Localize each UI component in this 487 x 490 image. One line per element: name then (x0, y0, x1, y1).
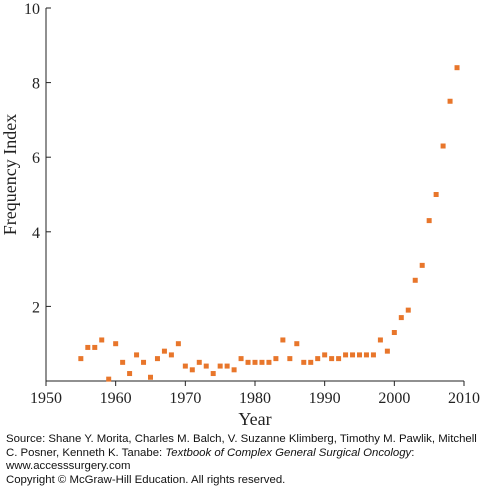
data-point (433, 192, 439, 197)
book-title: Textbook of Complex General Surgical Onc… (165, 446, 412, 459)
x-tick-label: 2000 (378, 390, 410, 407)
data-point (168, 352, 174, 358)
y-tick-label: 2 (32, 299, 40, 316)
data-point (315, 356, 321, 362)
x-tick-label: 2010 (448, 390, 480, 407)
data-point (203, 363, 209, 369)
data-point (357, 352, 362, 358)
data-point (343, 352, 349, 358)
source-text: Source: Shane Y. Morita, Charles M. Balc… (6, 433, 477, 459)
data-point (419, 262, 425, 268)
data-point (175, 341, 181, 347)
data-point (336, 356, 342, 362)
data-point (113, 341, 119, 347)
data-point (196, 359, 202, 365)
data-point (377, 337, 383, 343)
data-point (447, 98, 453, 104)
data-point (231, 367, 237, 373)
x-tick-label: 1950 (30, 390, 62, 407)
x-tick-label: 1970 (169, 390, 201, 407)
source-url: www.accesssurgery.com (6, 460, 131, 472)
data-point (329, 356, 335, 362)
data-point (141, 359, 147, 365)
x-axis-ticks: 1950 1960 1970 1980 1990 2000 2010 (30, 381, 480, 407)
data-point (92, 344, 98, 350)
data-point (154, 356, 160, 362)
data-point (252, 359, 258, 365)
data-point (210, 371, 216, 377)
x-tick-label: 1990 (309, 390, 341, 407)
copyright-text: Copyright © McGraw-Hill Education. All r… (6, 473, 286, 486)
data-point (127, 371, 133, 377)
data-point (189, 367, 195, 373)
data-point (301, 359, 307, 365)
y-tick-label: 10 (24, 1, 40, 18)
data-points (78, 65, 460, 382)
data-point (106, 376, 112, 382)
scatter-chart: 1950 1960 1970 1980 1990 2000 2010 2 4 6 8 10 Year… (0, 1, 480, 429)
chart-axes (45, 8, 464, 382)
data-point (363, 352, 369, 358)
data-point (161, 348, 167, 354)
data-point (273, 356, 279, 362)
data-point (238, 356, 244, 362)
y-tick-label: 4 (32, 225, 40, 242)
y-axis-ticks: 2 4 6 8 10 (24, 1, 51, 316)
data-point (412, 277, 418, 283)
data-point (259, 359, 265, 365)
data-point (287, 356, 293, 362)
data-point (148, 374, 153, 380)
data-point (85, 344, 91, 350)
data-point (454, 65, 460, 71)
data-point (120, 359, 126, 365)
data-point (182, 363, 188, 369)
caption-colon: : (411, 446, 415, 459)
x-tick-label: 1980 (239, 390, 271, 407)
data-point (426, 218, 432, 224)
data-point (391, 330, 397, 336)
data-point (224, 363, 230, 369)
data-point (217, 363, 223, 369)
y-tick-label: 8 (32, 76, 40, 93)
data-point (245, 359, 251, 365)
data-point (280, 337, 286, 343)
data-point (440, 143, 446, 149)
data-point (134, 352, 140, 358)
data-point (398, 315, 404, 321)
data-point (266, 359, 272, 365)
data-point (384, 348, 390, 354)
y-axis-title: Frequency Index (0, 114, 20, 235)
source-caption: Source: Shane Y. Morita, Charles M. Balc… (6, 433, 484, 487)
data-point (370, 352, 376, 358)
data-point (322, 352, 328, 358)
data-point (350, 352, 356, 358)
x-tick-label: 1960 (100, 390, 132, 407)
x-axis-title: Year (238, 409, 271, 429)
data-point (405, 307, 411, 313)
y-tick-label: 6 (32, 150, 40, 167)
data-point (308, 359, 314, 365)
data-point (99, 337, 105, 343)
data-point (78, 356, 84, 362)
data-point (294, 341, 300, 347)
